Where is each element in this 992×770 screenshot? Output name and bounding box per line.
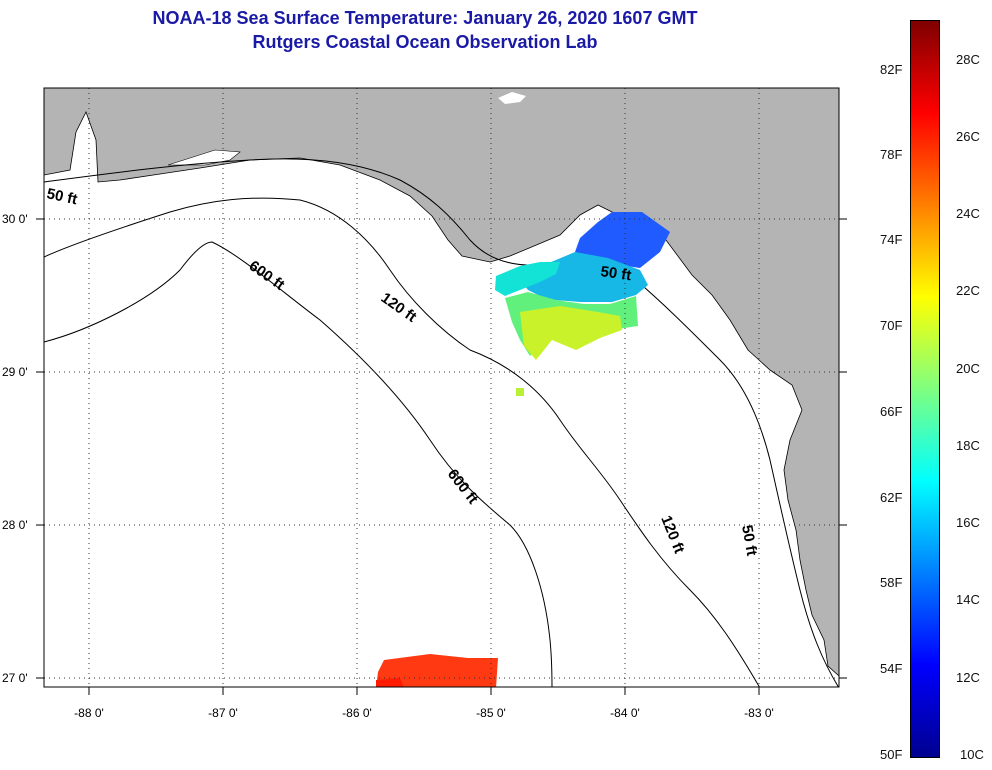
colorbar-f-label: 82F bbox=[880, 62, 903, 77]
contour-label: 50 ft bbox=[45, 185, 79, 208]
axis-ticks bbox=[36, 218, 847, 695]
lat-label: 30 0' bbox=[2, 212, 28, 226]
colorbar-f-label: 70F bbox=[880, 318, 903, 333]
bay-outline bbox=[167, 149, 241, 166]
colorbar-c-label: 18C bbox=[956, 438, 980, 453]
contour-label: 50 ft bbox=[738, 524, 760, 557]
lat-label: 29 0' bbox=[2, 365, 28, 379]
colorbar-c-label: 14C bbox=[956, 592, 980, 607]
map-title: NOAA-18 Sea Surface Temperature: January… bbox=[152, 8, 698, 28]
colorbar-f-label: 50F bbox=[880, 747, 903, 762]
contour-label: 50 ft bbox=[599, 263, 632, 284]
colorbar-c-label: 16C bbox=[956, 515, 980, 530]
colorbar-c-label: 10C bbox=[960, 747, 984, 762]
colorbar-c-label: 12C bbox=[956, 670, 980, 685]
colorbar-c-label: 26C bbox=[956, 129, 980, 144]
lon-label: -88 0' bbox=[74, 706, 104, 720]
sst-data-layer bbox=[376, 212, 670, 687]
lat-label: 28 0' bbox=[2, 518, 28, 532]
temperature-colorbar bbox=[910, 20, 940, 758]
colorbar-f-label: 66F bbox=[880, 404, 903, 419]
lon-label: -85 0' bbox=[476, 706, 506, 720]
contour-600ft bbox=[44, 241, 553, 687]
colorbar-c-label: 20C bbox=[956, 361, 980, 376]
colorbar-f-label: 78F bbox=[880, 147, 903, 162]
lat-label: 27 0' bbox=[2, 671, 28, 685]
lon-label: -83 0' bbox=[744, 706, 774, 720]
colorbar-f-label: 62F bbox=[880, 490, 903, 505]
land-mass bbox=[44, 88, 839, 677]
lon-label: -87 0' bbox=[208, 706, 238, 720]
colorbar-c-label: 24C bbox=[956, 206, 980, 221]
colorbar-c-label: 28C bbox=[956, 52, 980, 67]
contour-120ft bbox=[44, 197, 760, 687]
colorbar-f-label: 54F bbox=[880, 661, 903, 676]
map-subtitle: Rutgers Coastal Ocean Observation Lab bbox=[252, 32, 598, 52]
colorbar-f-label: 74F bbox=[880, 232, 903, 247]
lon-label: -84 0' bbox=[610, 706, 640, 720]
colorbar-f-label: 58F bbox=[880, 575, 903, 590]
colorbar-c-label: 22C bbox=[956, 283, 980, 298]
island-outline bbox=[498, 92, 526, 104]
lon-label: -86 0' bbox=[342, 706, 372, 720]
map-frame bbox=[43, 87, 840, 688]
